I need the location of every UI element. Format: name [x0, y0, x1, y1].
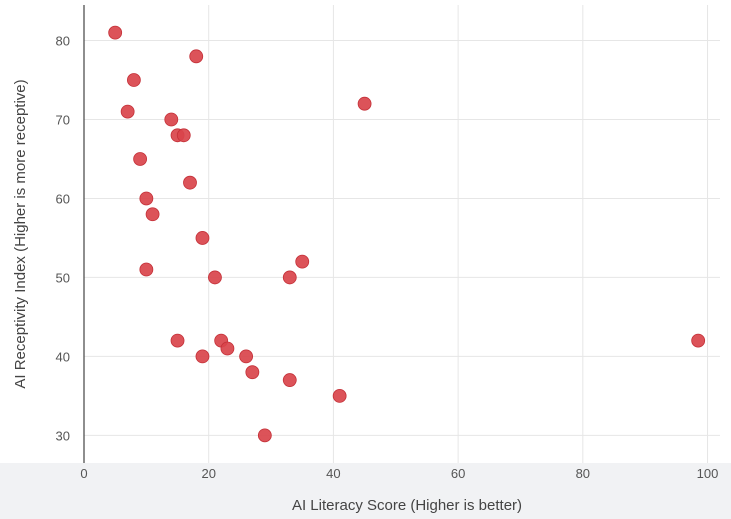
data-point — [195, 349, 210, 364]
data-point — [139, 262, 154, 277]
data-point — [164, 112, 179, 127]
data-point — [183, 175, 197, 190]
x-tick-label: 60 — [451, 466, 465, 481]
y-tick-labels: 30 40 50 60 70 80 — [56, 34, 70, 444]
data-point — [145, 207, 160, 222]
x-tick-labels: 0 20 40 60 80 100 — [80, 466, 718, 481]
data-point — [257, 428, 272, 443]
x-axis-title: AI Literacy Score (Higher is better) — [292, 497, 522, 514]
data-point — [189, 49, 204, 64]
x-tick-label: 100 — [697, 466, 719, 481]
data-point — [176, 128, 191, 143]
data-point — [208, 270, 222, 285]
y-tick-label: 30 — [56, 428, 70, 443]
gridlines — [84, 5, 720, 463]
data-point — [170, 333, 185, 348]
y-tick-label: 80 — [56, 34, 70, 49]
y-tick-label: 60 — [56, 191, 70, 206]
data-point — [220, 341, 235, 356]
y-tick-label: 50 — [56, 270, 70, 285]
data-point — [108, 25, 123, 40]
data-point — [282, 270, 297, 285]
data-point — [295, 254, 310, 269]
data-point — [357, 96, 372, 111]
data-point — [195, 231, 210, 245]
data-point — [133, 152, 148, 166]
x-tick-label: 20 — [201, 466, 215, 481]
data-points — [108, 25, 706, 443]
data-point — [245, 365, 260, 380]
x-tick-label: 40 — [326, 466, 340, 481]
x-tick-label: 0 — [80, 466, 87, 481]
y-tick-label: 40 — [56, 349, 70, 364]
y-axis-title: AI Receptivity Index (Higher is more rec… — [12, 79, 29, 388]
data-point — [120, 104, 135, 119]
y-tick-label: 70 — [56, 113, 70, 128]
data-point — [332, 388, 347, 403]
data-point — [282, 373, 297, 387]
x-tick-label: 80 — [576, 466, 590, 481]
data-point — [139, 191, 154, 206]
x-axis-band — [0, 463, 731, 519]
data-point — [239, 349, 254, 364]
data-point — [691, 333, 706, 348]
data-point — [126, 73, 141, 87]
